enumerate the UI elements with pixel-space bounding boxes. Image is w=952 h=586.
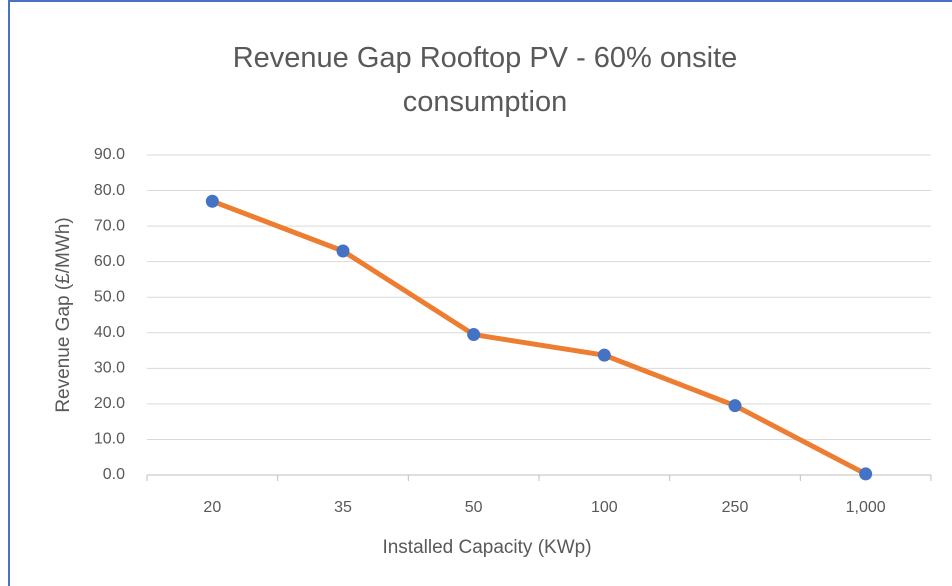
data-point [859,467,873,481]
y-tick-label: 90.0 [94,146,125,163]
y-axis-title: Revenue Gap (£/MWh) [53,217,74,412]
y-tick-label: 60.0 [94,253,125,270]
x-tick-label: 100 [591,499,618,516]
x-tick-label: 20 [203,499,221,516]
y-tick-label: 70.0 [94,217,125,234]
y-tick-label: 40.0 [94,324,125,341]
data-point [336,244,350,258]
y-tick-label: 30.0 [94,360,125,377]
x-tick-label: 1,000 [846,499,886,516]
data-point [597,348,611,362]
y-tick-label: 0.0 [103,466,125,483]
data-point [467,328,481,342]
y-tick-label: 80.0 [94,182,125,199]
chart-title: Revenue Gap Rooftop PV - 60% onsite cons… [232,42,738,118]
x-tick-label: 35 [334,499,352,516]
x-tick-label: 50 [465,499,483,516]
series-line [211,198,867,477]
y-tick-label: 50.0 [94,288,125,305]
x-axis-title: Installed Capacity (KWp) [382,537,591,558]
data-point [205,194,219,208]
y-tick-label: 20.0 [94,395,125,412]
x-tick-label: 250 [722,499,749,516]
data-point [728,399,742,413]
y-tick-label: 10.0 [94,431,125,448]
